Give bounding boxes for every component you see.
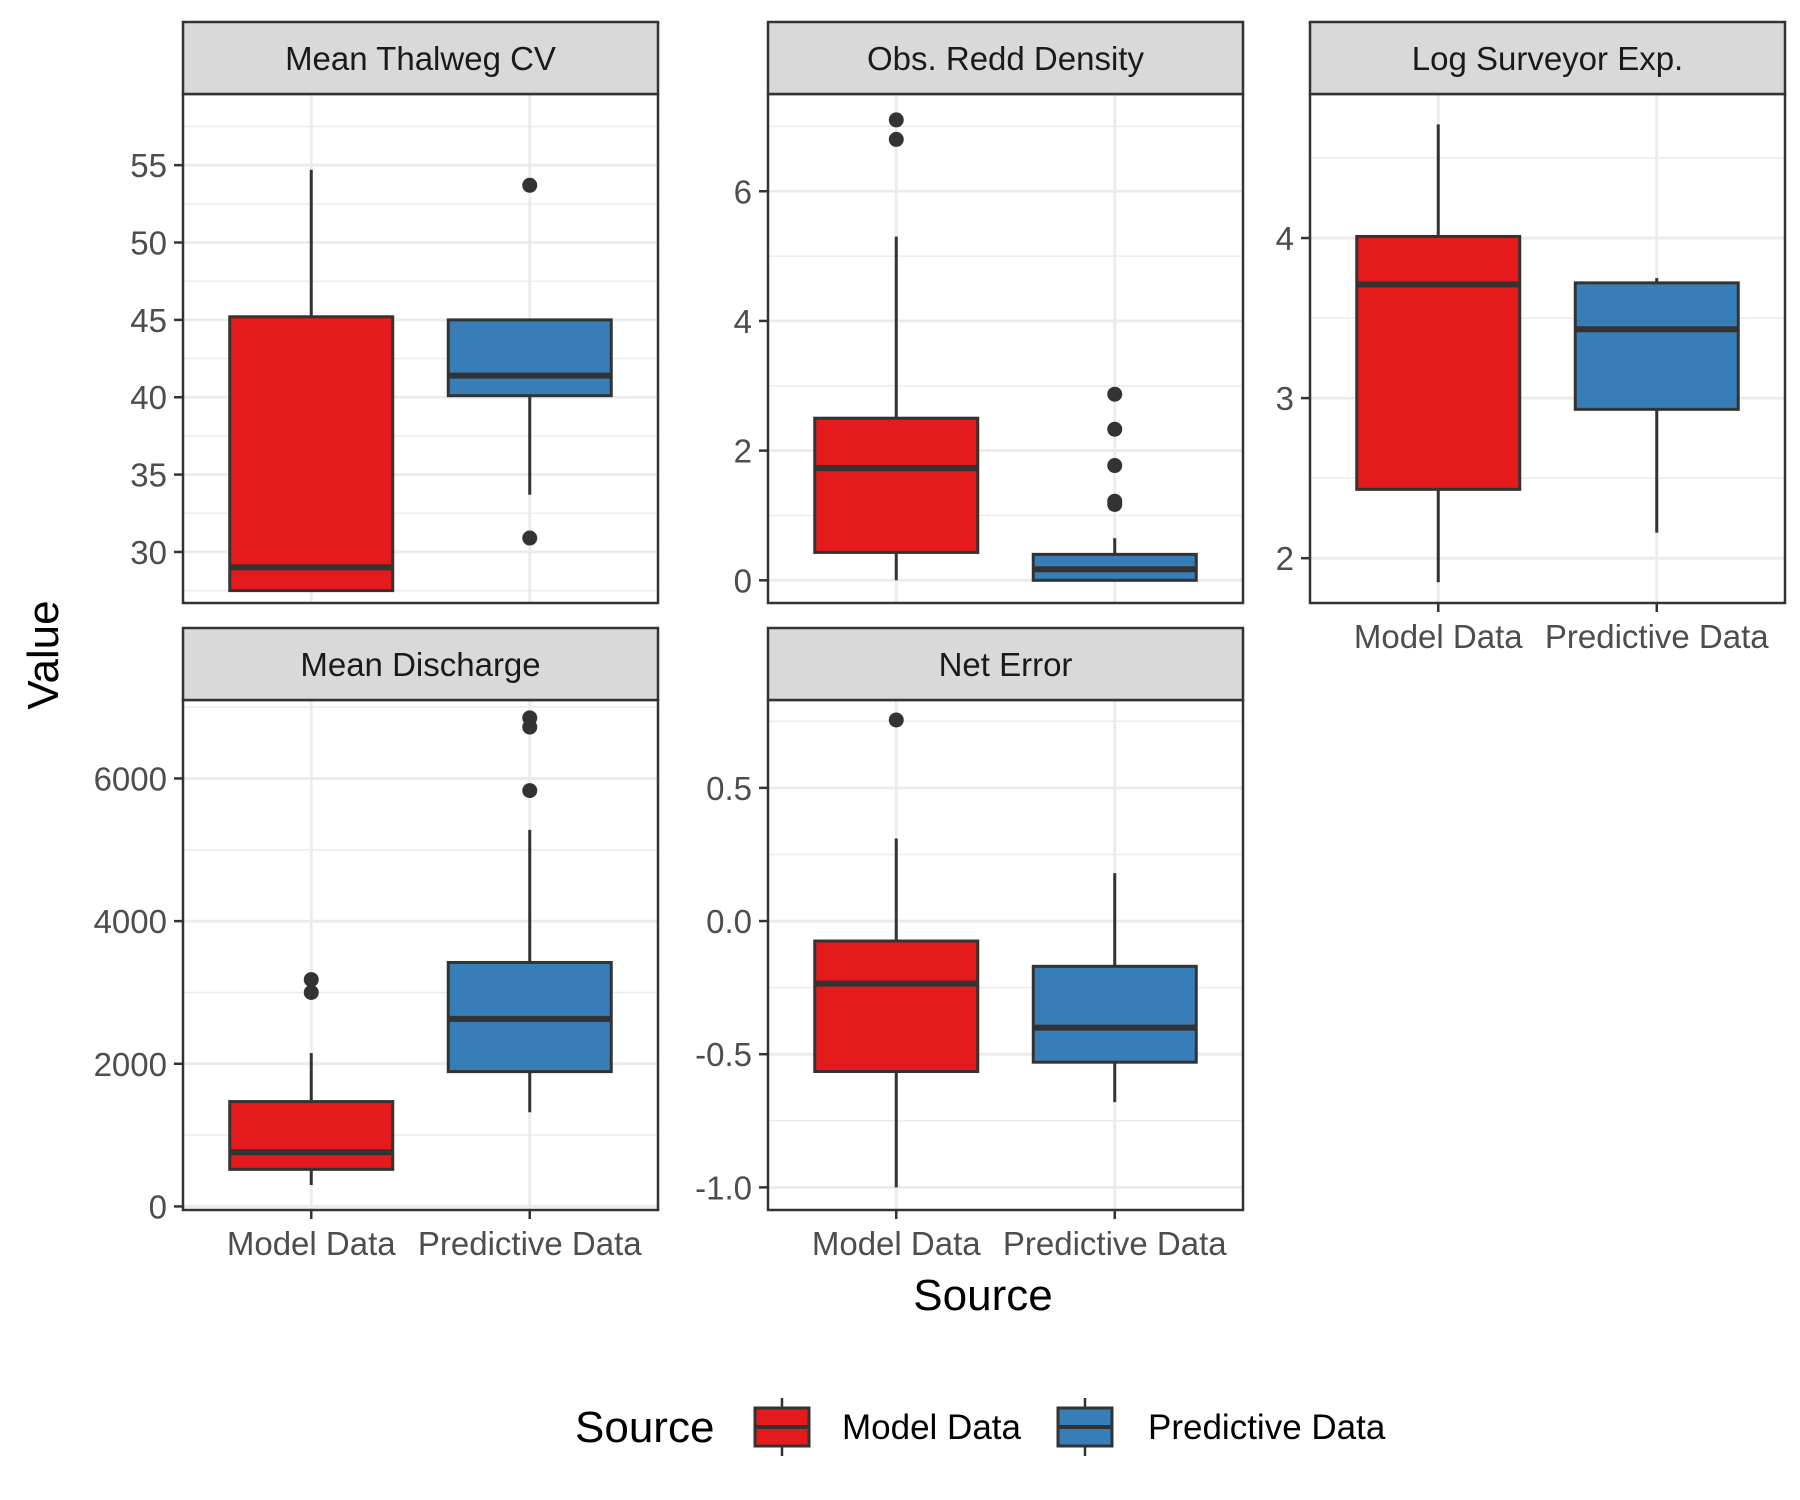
legend-item-label: Predictive Data <box>1148 1408 1386 1447</box>
legend-items: Model Data Predictive Data <box>753 1398 1386 1456</box>
box-body <box>228 1100 395 1171</box>
y-tick-label: 0.5 <box>706 770 752 807</box>
box-predictive-data <box>446 710 613 1113</box>
y-tick-label: 4000 <box>94 903 167 940</box>
x-tick-label: Predictive Data <box>418 1225 642 1262</box>
legend: Source Model Data Predictive Data <box>575 1398 1386 1456</box>
box-body <box>228 315 395 593</box>
y-tick-label: 50 <box>130 225 167 262</box>
outlier-point <box>1107 496 1123 512</box>
outlier-point <box>303 984 319 1000</box>
legend-title: Source <box>575 1403 714 1452</box>
outlier-point <box>1107 458 1123 474</box>
x-axis-title: Source <box>913 1271 1052 1320</box>
outlier-point <box>1107 386 1123 402</box>
facet-strip <box>766 626 1245 702</box>
y-tick-label: 2000 <box>94 1046 167 1083</box>
y-tick-label: 55 <box>130 147 167 184</box>
facet-strip-label: Mean Discharge <box>300 646 540 683</box>
outlier-point <box>522 719 538 735</box>
box-model-data <box>813 112 980 581</box>
facet-strip <box>181 20 660 96</box>
facet-strip-label: Net Error <box>939 646 1073 683</box>
y-tick-label: 30 <box>130 534 167 571</box>
y-tick-label: 35 <box>130 457 167 494</box>
legend-item: Predictive Data <box>1056 1398 1386 1456</box>
y-tick-label: 6000 <box>94 760 167 797</box>
facet-strip <box>1308 20 1787 96</box>
y-tick-label: 0 <box>149 1188 167 1225</box>
facet-strip-label: Log Surveyor Exp. <box>1412 40 1683 77</box>
outlier-point <box>522 530 538 546</box>
y-tick-label: 2 <box>734 433 752 470</box>
x-tick-label: Predictive Data <box>1003 1225 1227 1262</box>
y-tick-label: -0.5 <box>695 1036 752 1073</box>
y-tick-label: 45 <box>130 302 167 339</box>
box-model-data <box>228 169 395 593</box>
x-tick-label: Model Data <box>1354 618 1523 655</box>
box-predictive-data <box>1031 386 1198 582</box>
facet-strip-label: Mean Thalweg CV <box>285 40 556 77</box>
box-body <box>813 416 980 554</box>
box-model-data <box>228 972 395 1186</box>
facet-strip <box>766 20 1245 96</box>
outlier-point <box>888 112 904 128</box>
y-tick-label: 40 <box>130 379 167 416</box>
box-model-data <box>813 712 980 1188</box>
y-tick-label: 0.0 <box>706 903 752 940</box>
box-body <box>1031 964 1198 1064</box>
box-body <box>446 318 613 398</box>
facet-panel: Mean Discharge 0 2000 4000 6000 Model Data Pre… <box>94 626 660 1262</box>
box-predictive-data <box>1031 873 1198 1103</box>
x-tick-label: Model Data <box>227 1225 396 1262</box>
y-tick-label: 3 <box>1276 380 1294 417</box>
x-tick-label: Model Data <box>812 1225 981 1262</box>
outlier-point <box>1107 421 1123 437</box>
facet-strip <box>181 626 660 702</box>
box-predictive-data <box>1573 278 1740 533</box>
y-tick-label: 0 <box>734 562 752 599</box>
outlier-point <box>522 177 538 193</box>
box-body <box>1573 281 1740 411</box>
box-predictive-data <box>446 177 613 546</box>
y-axis-title: Value <box>19 600 68 709</box>
y-tick-label: 4 <box>734 303 752 340</box>
facet-panel: Log Surveyor Exp. 2 3 4 Model Data Predictive… <box>1276 20 1787 655</box>
facet-panel: Mean Thalweg CV 30 35 40 45 50 55 <box>130 20 660 605</box>
y-tick-label: 2 <box>1276 540 1294 577</box>
outlier-point <box>522 783 538 799</box>
facet-panel: Obs. Redd Density 0 2 4 6 <box>734 20 1245 605</box>
facet-strip-label: Obs. Redd Density <box>867 40 1144 77</box>
outlier-point <box>888 712 904 728</box>
outlier-point <box>303 972 319 988</box>
facet-panel: Net Error -1.0 -0.5 0.0 0.5 Model Data Predict… <box>695 626 1245 1262</box>
box-model-data <box>1355 124 1522 583</box>
legend-item-label: Model Data <box>842 1408 1022 1447</box>
y-tick-label: 6 <box>734 173 752 210</box>
legend-item: Model Data <box>753 1398 1022 1456</box>
y-tick-label: 4 <box>1276 220 1294 257</box>
outlier-point <box>888 131 904 147</box>
x-tick-label: Predictive Data <box>1545 618 1769 655</box>
box-body <box>1355 234 1522 491</box>
y-tick-label: -1.0 <box>695 1169 752 1206</box>
box-body <box>813 939 980 1074</box>
